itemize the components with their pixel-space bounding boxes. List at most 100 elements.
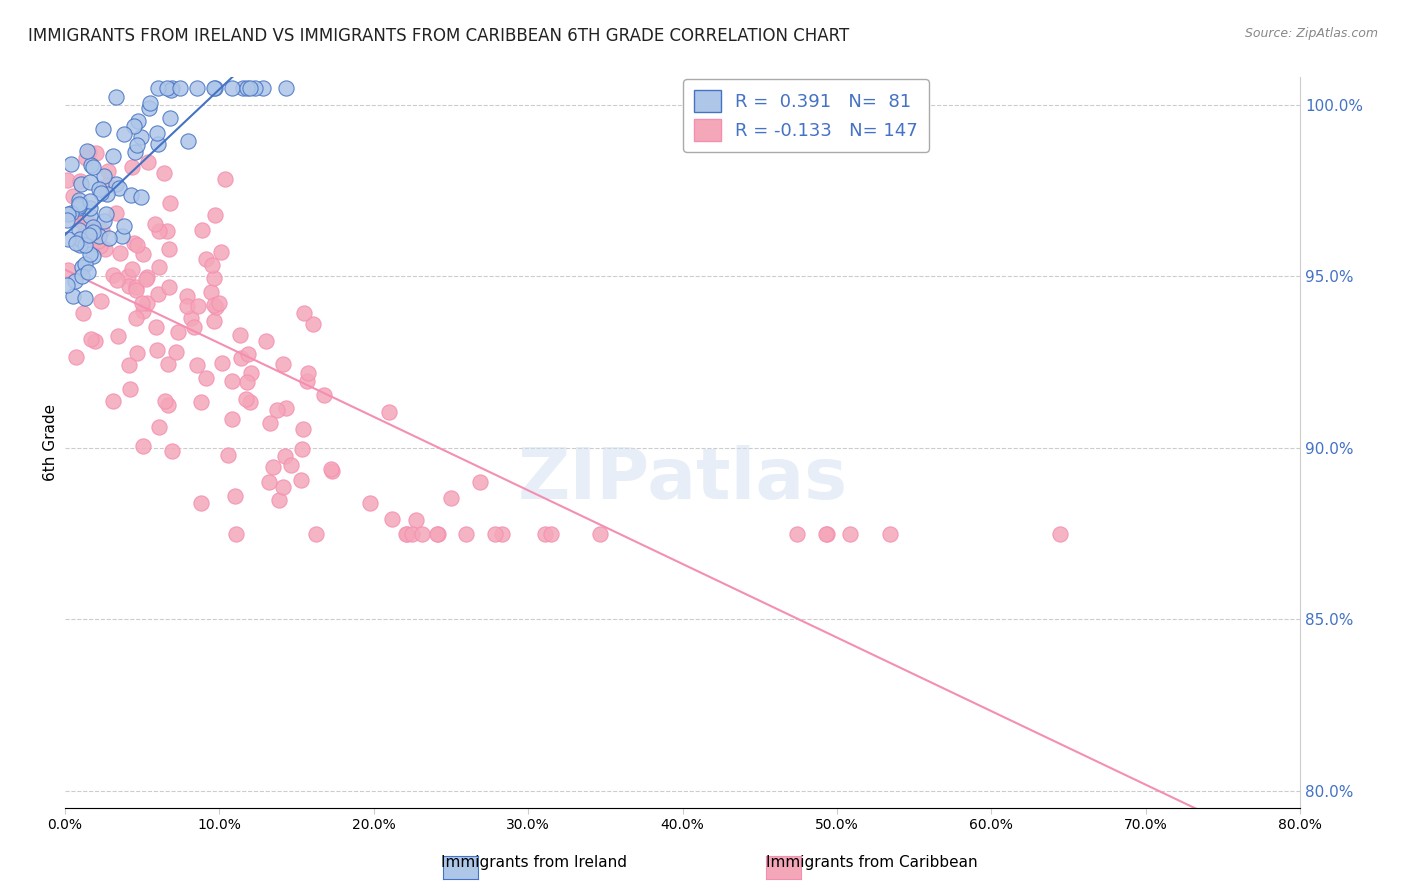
Point bbox=[127, 113, 149, 128]
Point bbox=[129, 189, 152, 203]
Point bbox=[84, 334, 107, 348]
Point bbox=[405, 513, 427, 527]
Point bbox=[136, 270, 159, 285]
Point bbox=[67, 197, 90, 211]
Point bbox=[72, 227, 94, 242]
Point bbox=[229, 328, 252, 343]
Point bbox=[70, 177, 93, 191]
Point bbox=[65, 236, 87, 251]
Point bbox=[359, 495, 381, 509]
Point bbox=[879, 526, 901, 541]
Point bbox=[112, 219, 135, 233]
Point bbox=[148, 80, 170, 95]
Point bbox=[204, 208, 226, 222]
Point bbox=[440, 491, 463, 505]
Point bbox=[225, 526, 247, 541]
Point bbox=[105, 273, 128, 287]
Point bbox=[79, 175, 101, 189]
Point bbox=[76, 144, 98, 158]
Point bbox=[156, 224, 179, 238]
Point bbox=[214, 172, 236, 186]
Point bbox=[202, 80, 225, 95]
Point bbox=[136, 155, 159, 169]
Point bbox=[67, 201, 90, 215]
Point bbox=[148, 260, 170, 274]
Point bbox=[165, 345, 187, 359]
Point bbox=[314, 388, 336, 402]
Point bbox=[75, 238, 97, 252]
Text: IMMIGRANTS FROM IRELAND VS IMMIGRANTS FROM CARIBBEAN 6TH GRADE CORRELATION CHART: IMMIGRANTS FROM IRELAND VS IMMIGRANTS FR… bbox=[28, 27, 849, 45]
Point bbox=[146, 136, 169, 151]
Point bbox=[84, 145, 107, 160]
Point bbox=[224, 489, 246, 503]
Text: Immigrants from Caribbean: Immigrants from Caribbean bbox=[766, 855, 977, 870]
Point bbox=[90, 186, 112, 201]
Point bbox=[91, 122, 114, 136]
Point bbox=[124, 284, 146, 298]
Point bbox=[426, 526, 449, 541]
Point bbox=[201, 258, 224, 272]
Point bbox=[94, 207, 117, 221]
Point bbox=[110, 245, 132, 260]
Point bbox=[73, 291, 96, 305]
Point bbox=[79, 247, 101, 261]
Point bbox=[157, 280, 180, 294]
Point bbox=[271, 357, 294, 371]
Point bbox=[69, 198, 91, 212]
Point bbox=[160, 443, 183, 458]
Point bbox=[274, 449, 297, 463]
Point bbox=[76, 229, 98, 244]
Legend: R =  0.391   N=  81, R = -0.133   N= 147: R = 0.391 N= 81, R = -0.133 N= 147 bbox=[683, 79, 929, 153]
Point bbox=[65, 351, 87, 365]
Point bbox=[159, 195, 181, 210]
Point bbox=[124, 236, 146, 251]
Point bbox=[252, 80, 274, 95]
Point bbox=[176, 289, 198, 303]
Point bbox=[79, 209, 101, 223]
Point bbox=[56, 263, 79, 277]
Point bbox=[125, 238, 148, 252]
Point bbox=[75, 257, 97, 271]
Point bbox=[98, 231, 121, 245]
Point bbox=[79, 194, 101, 209]
Point bbox=[87, 229, 110, 244]
Point bbox=[186, 358, 208, 372]
Point bbox=[209, 244, 232, 259]
Point bbox=[82, 160, 104, 174]
Point bbox=[67, 193, 90, 207]
Point bbox=[72, 306, 94, 320]
Point bbox=[259, 416, 281, 430]
Point bbox=[468, 475, 491, 489]
Point bbox=[204, 300, 226, 314]
Point bbox=[135, 295, 157, 310]
Point bbox=[121, 161, 143, 175]
Point bbox=[321, 461, 343, 475]
Point bbox=[125, 311, 148, 326]
Point bbox=[138, 101, 160, 115]
Point bbox=[105, 178, 128, 192]
Point bbox=[235, 392, 257, 406]
Point bbox=[204, 80, 226, 95]
Point bbox=[135, 272, 157, 286]
Point bbox=[132, 439, 155, 453]
Point bbox=[456, 526, 478, 541]
Point bbox=[107, 328, 129, 343]
Point bbox=[124, 145, 146, 160]
Point bbox=[240, 366, 263, 380]
Point bbox=[89, 238, 111, 252]
Point bbox=[153, 394, 176, 409]
Point bbox=[145, 319, 167, 334]
Point bbox=[70, 214, 93, 228]
Point bbox=[202, 271, 225, 285]
Point bbox=[70, 268, 93, 283]
Point bbox=[194, 371, 217, 385]
Point bbox=[274, 80, 297, 95]
Point bbox=[62, 189, 84, 203]
Point bbox=[160, 80, 183, 95]
Point bbox=[254, 334, 277, 349]
Point bbox=[120, 188, 142, 202]
Point bbox=[814, 526, 837, 541]
Point bbox=[156, 398, 179, 412]
Point bbox=[73, 216, 96, 230]
Point bbox=[124, 119, 146, 133]
